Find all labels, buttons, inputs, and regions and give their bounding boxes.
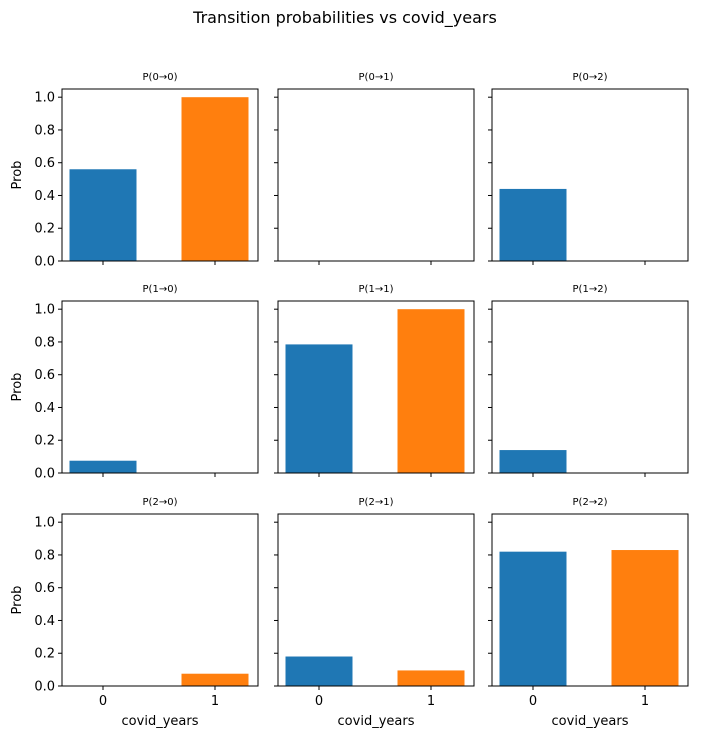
bar-0 — [499, 450, 567, 473]
subplot-title: P(1→0) — [143, 284, 178, 295]
plot-frame — [277, 88, 475, 262]
plot-frame — [277, 300, 475, 474]
y-tick-label: 0.8 — [34, 548, 55, 563]
y-tick-label: 0.0 — [34, 680, 55, 695]
x-tick-label: 0 — [99, 694, 107, 709]
subplot-2-2: P(2→2) 0 1 covid_years — [488, 497, 689, 729]
y-tick-label: 1.0 — [34, 516, 55, 531]
bar-0 — [69, 169, 137, 261]
y-tick-label: 0.6 — [34, 581, 55, 596]
y-tick-label: 0.2 — [34, 222, 55, 237]
bar-1 — [397, 670, 465, 686]
y-tick-label: 0.2 — [34, 647, 55, 662]
bar-1 — [611, 550, 679, 686]
y-tick-label: 0.8 — [34, 335, 55, 350]
bar-0 — [285, 344, 353, 473]
y-tick-label: 0.0 — [34, 255, 55, 270]
bar-1 — [181, 97, 249, 261]
x-tick-label: 1 — [427, 694, 435, 709]
plot-frame — [61, 88, 259, 262]
y-tick-label: 0.2 — [34, 434, 55, 449]
y-axis-label: Prob — [10, 161, 25, 190]
subplot-title: P(1→2) — [573, 284, 608, 295]
subplot-0-2: P(0→2) — [488, 72, 689, 265]
subplot-1-0: P(1→0) 0.0 0.2 0.4 0.6 0.8 1.0 Prob — [10, 284, 259, 482]
subplot-title: P(2→0) — [143, 497, 178, 508]
x-tick-label: 0 — [529, 694, 537, 709]
bar-1 — [397, 309, 465, 473]
subplot-1-1: P(1→1) — [274, 284, 475, 477]
plot-frame — [491, 300, 689, 474]
bar-1 — [181, 673, 249, 686]
plot-frame — [491, 513, 689, 687]
y-tick-label: 0.4 — [34, 401, 55, 416]
chart-title: Transition probabilities vs covid_years — [192, 8, 497, 28]
y-tick-label: 0.4 — [34, 189, 55, 204]
subplot-grid: P(0→0) 0.0 0.2 0.4 0.6 0.8 1.0 Prob P(0→1) P(0→2)… — [10, 72, 689, 729]
bar-0 — [499, 551, 567, 686]
y-tick-label: 1.0 — [34, 303, 55, 318]
x-axis-label: covid_years — [122, 714, 199, 729]
subplot-title: P(0→0) — [143, 72, 178, 83]
subplot-2-1: P(2→1) 0 1 covid_years — [274, 497, 475, 729]
bar-0 — [69, 460, 137, 473]
subplot-title: P(2→2) — [573, 497, 608, 508]
y-tick-label: 0.6 — [34, 156, 55, 171]
y-tick-label: 0.6 — [34, 368, 55, 383]
subplot-0-0: P(0→0) 0.0 0.2 0.4 0.6 0.8 1.0 Prob — [10, 72, 259, 270]
x-tick-label: 0 — [315, 694, 323, 709]
subplot-title: P(0→2) — [573, 72, 608, 83]
x-axis-label: covid_years — [338, 714, 415, 729]
subplot-1-2: P(1→2) — [488, 284, 689, 477]
subplot-title: P(2→1) — [359, 497, 394, 508]
y-axis-label: Prob — [10, 373, 25, 402]
x-tick-label: 1 — [641, 694, 649, 709]
y-axis-label: Prob — [10, 586, 25, 615]
plot-frame — [277, 513, 475, 687]
y-tick-label: 0.4 — [34, 614, 55, 629]
plot-frame — [61, 513, 259, 687]
bar-0 — [285, 656, 353, 686]
subplot-0-1: P(0→1) — [274, 72, 475, 265]
plot-frame — [491, 88, 689, 262]
subplot-title: P(0→1) — [359, 72, 394, 83]
plot-frame — [61, 300, 259, 474]
subplot-2-0: P(2→0) 0.0 0.2 0.4 0.6 0.8 1.0 0 1 Prob covid_year… — [10, 497, 259, 729]
x-tick-label: 1 — [211, 694, 219, 709]
y-tick-label: 0.0 — [34, 467, 55, 482]
bar-0 — [499, 188, 567, 261]
x-axis-label: covid_years — [552, 714, 629, 729]
y-tick-label: 0.8 — [34, 123, 55, 138]
y-tick-label: 1.0 — [34, 91, 55, 106]
subplot-title: P(1→1) — [359, 284, 394, 295]
